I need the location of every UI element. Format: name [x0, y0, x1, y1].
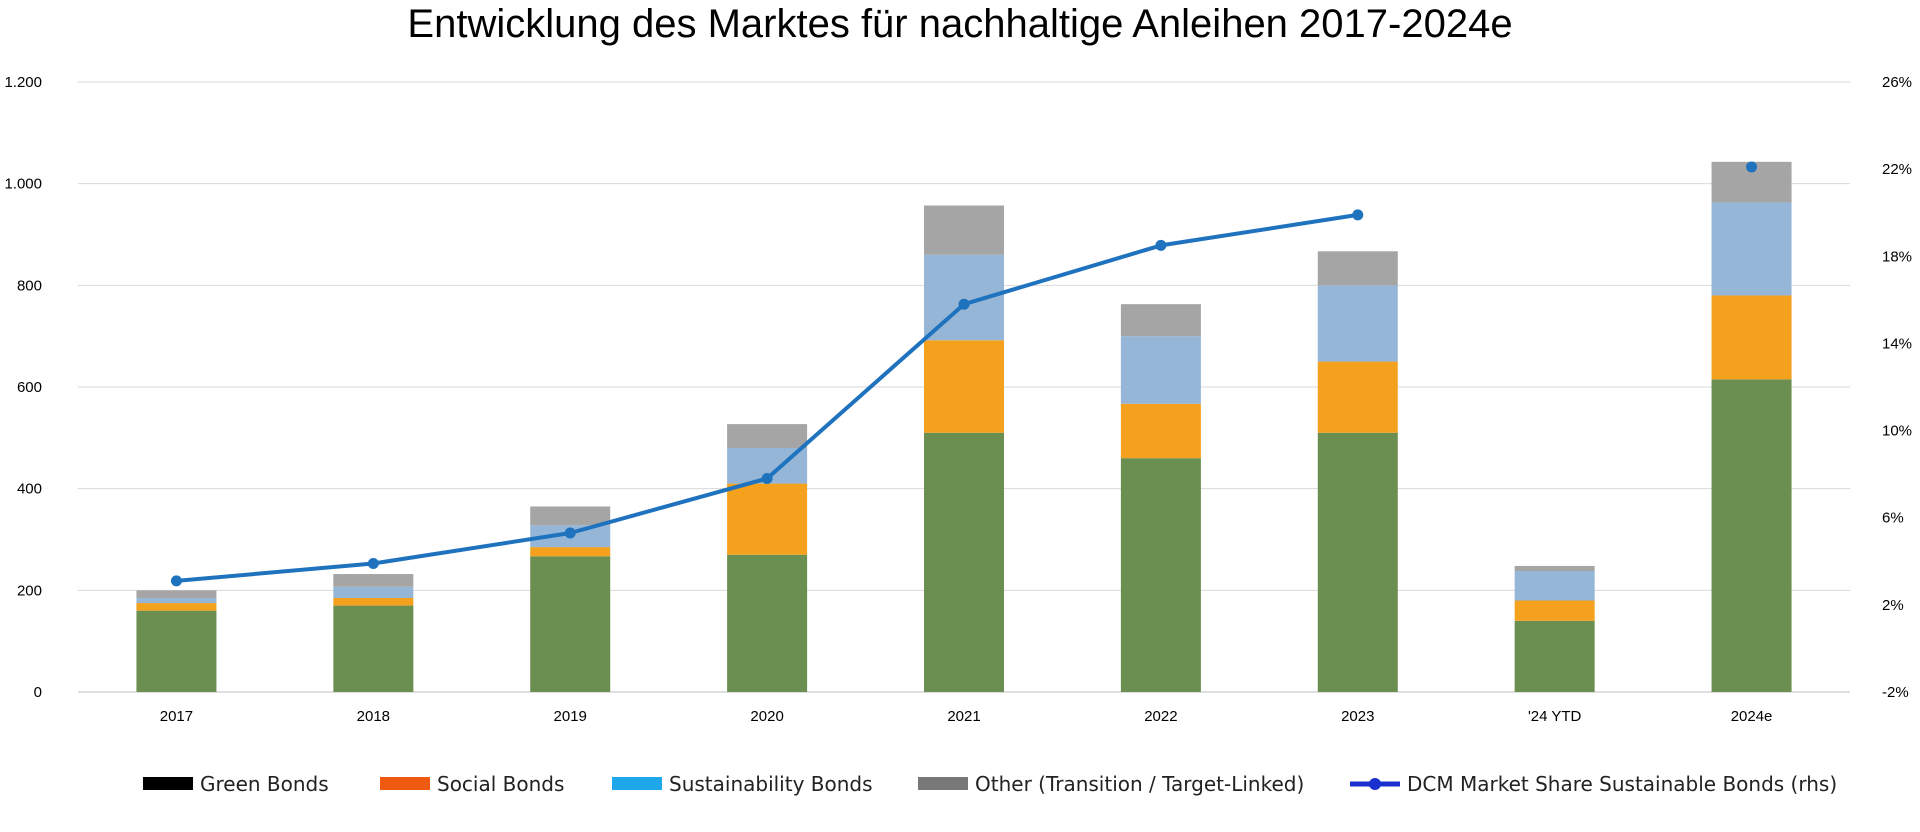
y-tick-label: 800: [17, 277, 42, 294]
bar-green-bonds: [924, 432, 1004, 692]
y-tick-label: 1.000: [4, 176, 42, 193]
bar-social-bonds: [1514, 600, 1595, 621]
y-tick-label: 200: [17, 582, 42, 599]
x-tick-label: 2018: [357, 708, 390, 725]
y-tick-label: 600: [17, 379, 42, 396]
bar-other-transition-target-linked: [924, 205, 1004, 255]
bar-social-bonds: [1711, 295, 1792, 380]
bar-green-bonds: [530, 556, 611, 692]
legend-label: DCM Market Share Sustainable Bonds (rhs): [1407, 772, 1837, 796]
legend-swatch: [918, 777, 968, 790]
bar-other-transition-target-linked: [1317, 251, 1398, 286]
x-tick-label: 2020: [750, 708, 783, 725]
y-tick-label: 400: [17, 481, 42, 498]
market-share-point: [761, 473, 773, 484]
legend: Green Bonds Social Bonds Sustainability Bo…: [143, 772, 1837, 796]
legend-label: Other (Transition / Target-Linked): [975, 772, 1304, 796]
bar-other-transition-target-linked: [727, 424, 808, 448]
bar-sustainability-bonds: [1317, 285, 1398, 362]
x-tick-label: 2024e: [1731, 708, 1773, 725]
bar-sustainability-bonds: [1514, 571, 1595, 601]
bar-sustainability-bonds: [136, 597, 217, 604]
x-tick-label: '24 YTD: [1528, 708, 1582, 725]
bar-social-bonds: [727, 483, 808, 555]
market-share-point: [1746, 161, 1758, 173]
y-tick-label: 1.200: [4, 74, 42, 91]
y2-tick-label: 18%: [1882, 248, 1912, 265]
legend-swatch: [380, 777, 430, 790]
bar-green-bonds: [136, 610, 217, 692]
x-tick-label: 2021: [947, 708, 980, 725]
x-tick-label: 2023: [1341, 708, 1374, 725]
bar-other-transition-target-linked: [333, 574, 414, 587]
legend-label: Social Bonds: [437, 772, 564, 796]
bar-other-transition-target-linked: [136, 590, 217, 598]
bar-green-bonds: [1514, 620, 1595, 692]
axes: 0 200 400 600 800 1.000 1.200 -2% 2% 6% 10% 14% 18% 2…: [4, 74, 1912, 725]
bar-other-transition-target-linked: [1514, 565, 1595, 572]
bar-sustainability-bonds: [1711, 202, 1792, 296]
market-share-point: [958, 298, 970, 310]
legend-line-marker: [1369, 778, 1381, 790]
y2-tick-label: 10%: [1882, 423, 1912, 440]
bar-green-bonds: [1711, 379, 1792, 692]
legend-swatch: [143, 777, 193, 790]
bar-green-bonds: [1120, 458, 1201, 692]
bar-sustainability-bonds: [333, 586, 414, 598]
y2-tick-label: 26%: [1882, 74, 1912, 91]
market-share-line: [170, 161, 1758, 587]
market-share-point: [1155, 239, 1167, 251]
bar-social-bonds: [1120, 403, 1201, 459]
bar-social-bonds: [333, 597, 414, 606]
stacked-bars: [136, 161, 1792, 692]
bar-green-bonds: [727, 554, 808, 692]
legend-label: Sustainability Bonds: [669, 772, 873, 796]
market-share-point: [564, 527, 576, 539]
y2-tick-label: 14%: [1882, 335, 1912, 352]
x-tick-label: 2019: [554, 708, 587, 725]
bar-social-bonds: [924, 340, 1004, 433]
bar-social-bonds: [530, 547, 611, 557]
x-tick-label: 2022: [1144, 708, 1177, 725]
y2-tick-label: 6%: [1882, 510, 1904, 527]
x-tick-label: 2017: [160, 708, 193, 725]
y-tick-label: 0: [34, 684, 42, 701]
bar-green-bonds: [1317, 432, 1398, 692]
bar-sustainability-bonds: [1120, 336, 1201, 404]
bar-other-transition-target-linked: [530, 506, 611, 526]
bar-social-bonds: [1317, 361, 1398, 433]
legend-swatch: [612, 777, 662, 790]
legend-label: Green Bonds: [200, 772, 329, 796]
y2-tick-label: 2%: [1882, 597, 1904, 614]
y2-tick-label: 22%: [1882, 161, 1912, 178]
bar-social-bonds: [136, 603, 217, 611]
y2-tick-label: -2%: [1882, 684, 1909, 701]
bar-green-bonds: [333, 605, 414, 692]
market-share-point: [367, 557, 379, 569]
market-share-point: [1352, 209, 1364, 221]
bar-other-transition-target-linked: [1120, 304, 1201, 337]
chart-title: Entwicklung des Marktes für nachhaltige …: [407, 2, 1513, 46]
market-share-point: [170, 575, 182, 587]
